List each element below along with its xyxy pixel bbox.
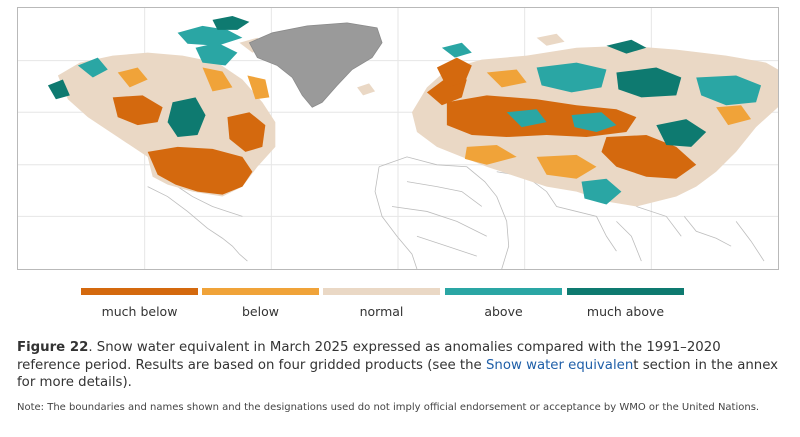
north-america-snow [47, 42, 276, 197]
disclaimer-note: Note: The boundaries and names shown and… [17, 402, 760, 413]
legend-label: below [242, 304, 279, 319]
greenland [248, 22, 383, 108]
caption-text-end: t section in the annex for more details)… [17, 357, 779, 391]
eurasia-snow [411, 45, 778, 207]
legend: much below below normal above much above [81, 288, 685, 322]
legend-swatch [202, 288, 319, 295]
caption-text: . Snow water equivalent in March 2025 ex… [17, 340, 721, 373]
snow-anomaly-map [17, 7, 779, 270]
figure-caption: Figure 22. Snow water equivalent in Marc… [17, 339, 787, 392]
annex-link[interactable]: Snow water equivalen [485, 357, 634, 373]
legend-item-much-below: much below [81, 288, 198, 319]
legend-swatch [323, 288, 440, 295]
legend-label: above [484, 304, 523, 319]
legend-item-above: above [445, 288, 562, 319]
legend-label: normal [359, 304, 404, 319]
legend-label: much below [101, 304, 178, 319]
arctic-eurasia-islands [441, 33, 647, 58]
legend-item-normal: normal [323, 288, 440, 319]
legend-swatch [81, 288, 198, 295]
country-boundaries [147, 156, 765, 269]
legend-item-much-above: much above [567, 288, 684, 319]
legend-label: much above [586, 304, 665, 319]
figure-label: Figure 22 [17, 340, 89, 355]
iceland [357, 83, 376, 96]
legend-item-below: below [202, 288, 319, 319]
legend-swatch [445, 288, 562, 295]
map-svg [18, 8, 778, 269]
legend-swatch [567, 288, 684, 295]
